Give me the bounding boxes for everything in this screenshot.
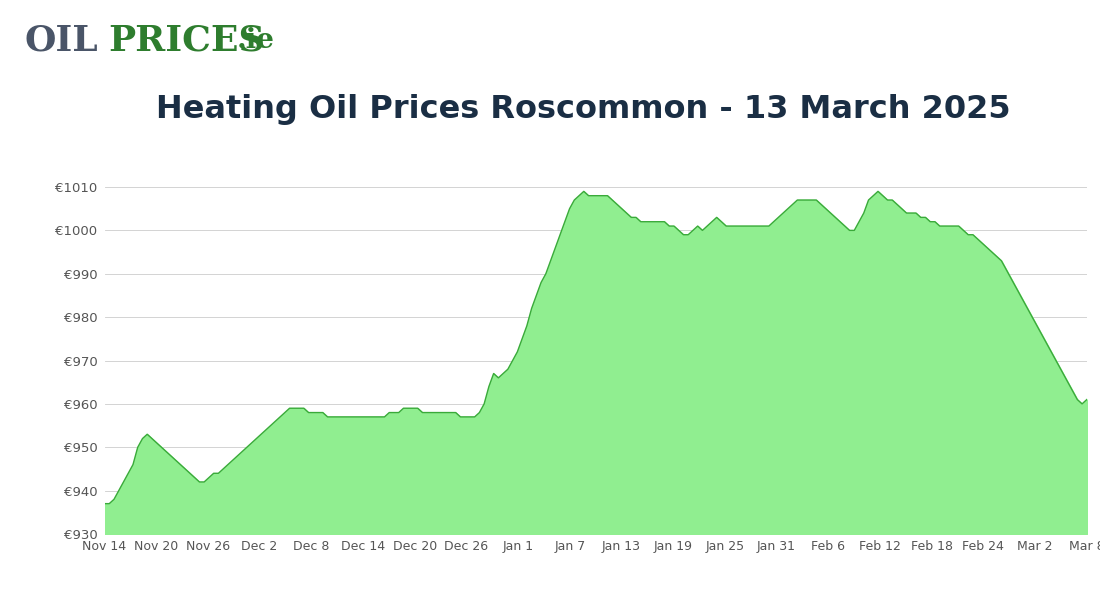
- Text: PRICES: PRICES: [108, 23, 264, 57]
- Text: .ie: .ie: [236, 26, 275, 53]
- Text: OIL: OIL: [24, 23, 98, 57]
- Text: Heating Oil Prices Roscommon - 13 March 2025: Heating Oil Prices Roscommon - 13 March …: [156, 94, 1010, 125]
